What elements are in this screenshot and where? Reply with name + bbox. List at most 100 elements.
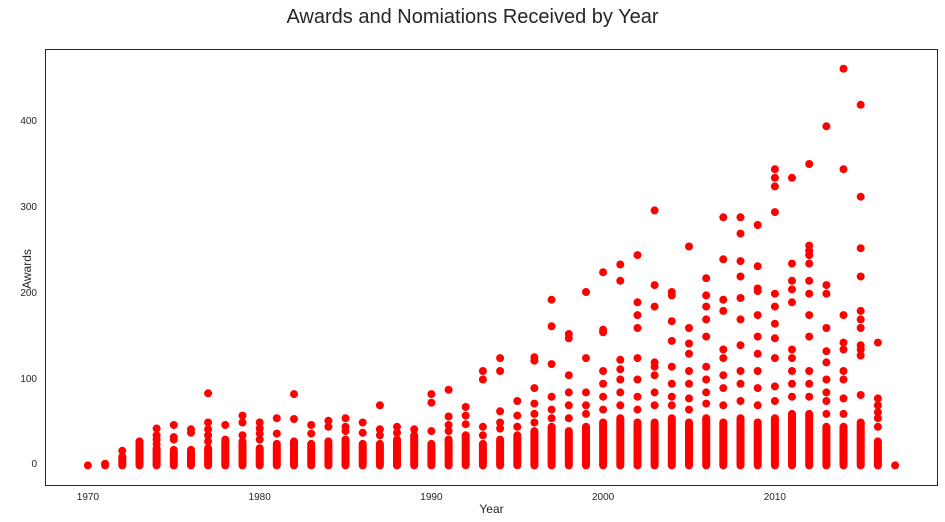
data-point: [530, 418, 539, 427]
x-tick-label: 2010: [763, 492, 786, 503]
data-point: [530, 353, 539, 362]
data-point: [702, 362, 711, 371]
data-point-cluster: [169, 445, 178, 470]
data-point: [547, 295, 556, 304]
data-point: [736, 379, 745, 388]
data-point: [736, 229, 745, 238]
data-point: [358, 428, 367, 437]
data-point-cluster: [444, 435, 453, 470]
data-point: [822, 358, 831, 367]
data-point: [805, 160, 814, 168]
data-point-cluster: [770, 414, 779, 470]
data-point-cluster: [839, 422, 848, 470]
data-point: [839, 367, 848, 375]
data-point: [685, 349, 693, 358]
data-point: [307, 429, 316, 438]
data-point: [667, 317, 676, 326]
data-point: [719, 354, 728, 363]
data-point: [770, 289, 779, 298]
data-point: [805, 241, 814, 250]
data-point: [169, 421, 178, 429]
data-point: [599, 379, 608, 388]
data-point: [719, 401, 728, 410]
data-point: [478, 375, 487, 384]
data-point: [204, 418, 213, 427]
data-point: [891, 461, 900, 470]
data-point: [667, 362, 676, 371]
data-point: [822, 397, 831, 405]
data-point: [753, 384, 762, 393]
data-point: [530, 399, 539, 408]
data-point: [599, 405, 608, 414]
x-tick-label: 1980: [248, 492, 271, 503]
data-point: [547, 360, 556, 369]
data-point: [547, 392, 556, 401]
data-point: [873, 338, 882, 347]
data-point: [736, 397, 745, 405]
data-point: [599, 268, 608, 277]
data-point: [788, 298, 796, 307]
data-point-cluster: [341, 435, 350, 470]
data-point: [650, 388, 659, 397]
data-point-cluster: [187, 445, 195, 470]
data-point: [616, 388, 625, 397]
data-point: [633, 311, 642, 320]
data-point: [444, 427, 453, 436]
data-point: [788, 259, 796, 268]
data-point: [873, 394, 882, 403]
data-point: [753, 311, 762, 320]
data-point-cluster: [513, 431, 522, 470]
data-point: [496, 354, 505, 363]
data-point: [187, 425, 195, 434]
data-point: [805, 392, 814, 401]
data-point: [375, 425, 384, 434]
data-point: [633, 405, 642, 414]
data-point-cluster: [530, 427, 539, 470]
data-point: [856, 100, 865, 109]
data-point: [272, 414, 281, 423]
data-point: [547, 322, 556, 331]
data-point: [719, 345, 728, 354]
data-point: [616, 365, 625, 374]
data-point: [788, 354, 796, 363]
data-point-cluster: [152, 444, 161, 470]
data-point: [805, 276, 814, 285]
data-point: [633, 392, 642, 401]
data-point: [582, 388, 590, 397]
data-point: [719, 295, 728, 304]
data-point: [582, 354, 590, 363]
data-point: [650, 281, 659, 290]
data-point: [839, 409, 848, 418]
data-point: [599, 367, 608, 375]
data-point: [564, 414, 573, 423]
data-point-cluster: [582, 422, 590, 470]
data-point-cluster: [633, 418, 642, 470]
data-point: [702, 332, 711, 341]
data-point: [530, 409, 539, 418]
data-point: [770, 302, 779, 311]
data-point: [393, 422, 401, 431]
data-point: [753, 262, 762, 271]
data-point: [702, 274, 711, 283]
data-point-cluster: [599, 418, 608, 470]
data-point: [478, 367, 487, 375]
y-tick-label: 400: [20, 115, 37, 127]
data-point: [513, 422, 522, 431]
data-point: [427, 390, 436, 399]
data-point: [788, 392, 796, 401]
data-point: [839, 64, 848, 73]
data-point: [753, 349, 762, 358]
data-point: [496, 367, 505, 375]
data-point: [667, 379, 676, 388]
data-point: [788, 276, 796, 285]
data-point: [719, 371, 728, 380]
data-point: [599, 392, 608, 401]
data-point: [204, 389, 213, 398]
data-point: [582, 288, 590, 296]
data-point: [839, 338, 848, 347]
data-point: [530, 384, 539, 393]
data-point: [719, 255, 728, 264]
data-point: [667, 401, 676, 410]
data-point: [564, 371, 573, 380]
data-point-cluster: [375, 439, 384, 470]
